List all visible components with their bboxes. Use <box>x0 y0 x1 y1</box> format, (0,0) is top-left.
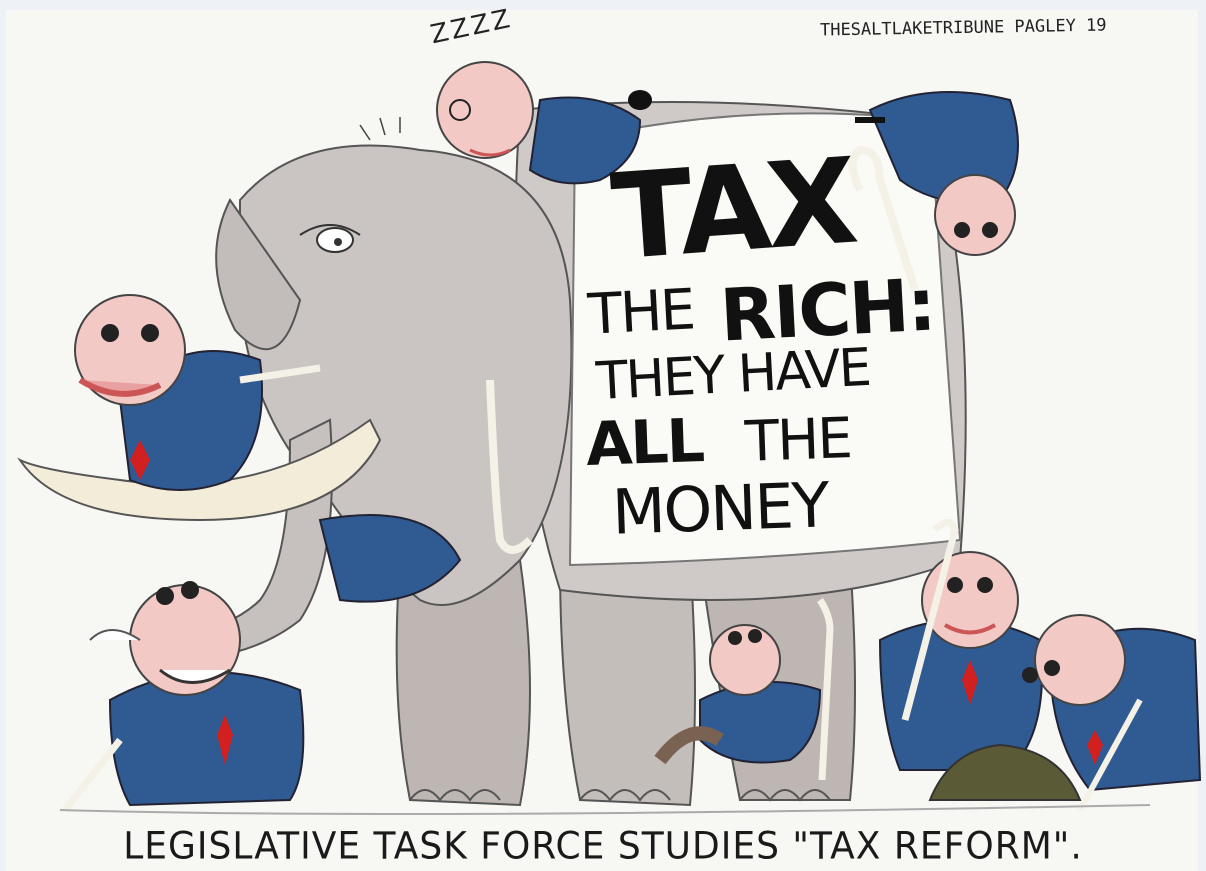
politician-under-elephant <box>654 598 834 781</box>
politician-left <box>74 294 533 603</box>
sign-line-the-2: THE <box>743 406 852 475</box>
sign-board <box>568 112 962 567</box>
politician-right <box>878 519 1043 771</box>
sign-line-tax: TAX <box>607 131 859 287</box>
sign-line-the: THE <box>586 277 696 348</box>
ground-line <box>59 804 1151 815</box>
sign-line-all: ALL <box>584 405 705 481</box>
sign-line-money: MONEY <box>610 468 829 549</box>
money-pile <box>928 743 1082 801</box>
cartoon-caption: LEGISLATIVE TASK FORCE STUDIES "TAX REFO… <box>123 824 1083 869</box>
politician-bottom-left <box>62 581 305 813</box>
politician-top-right <box>848 91 1019 292</box>
politician-sleeping <box>436 61 652 185</box>
politician-far-right <box>1022 614 1202 812</box>
